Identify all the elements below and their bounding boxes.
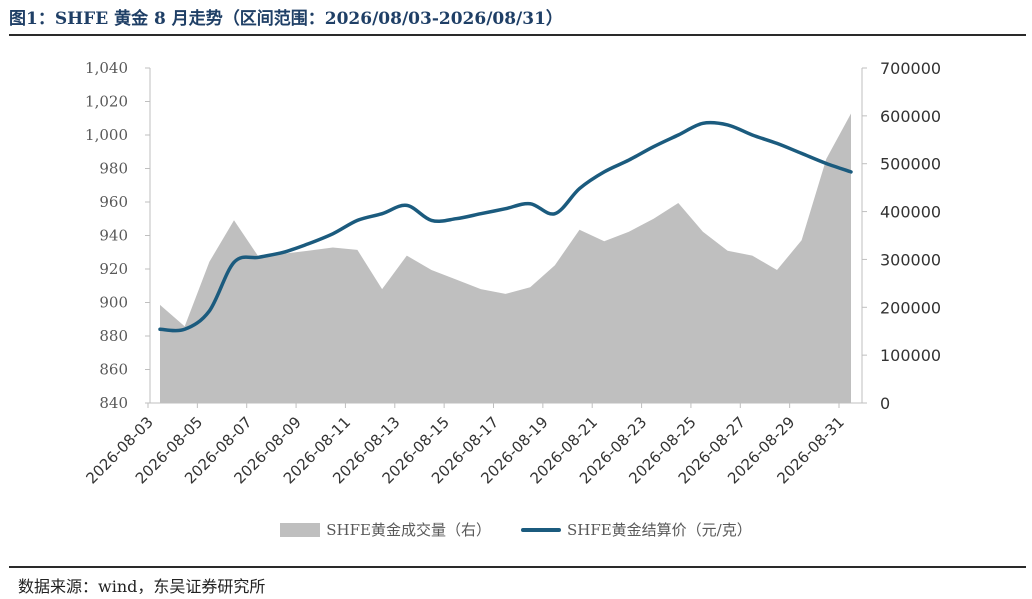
legend-item-volume: SHFE黄金成交量（右）	[280, 519, 491, 540]
chart: 840 860 880 900 920 940 960 980 1,000 1,020 1,040 0…	[82, 59, 941, 487]
right-tick-label: 0	[880, 394, 890, 413]
bottom-rule	[9, 566, 1026, 568]
left-tick-label: 920	[99, 260, 128, 278]
legend-swatch-price	[520, 527, 561, 532]
legend-item-price: SHFE黄金结算价（元/克）	[520, 519, 752, 540]
left-tick-label: 1,040	[85, 59, 128, 77]
left-tick-label: 980	[99, 160, 128, 178]
right-tick-label: 600000	[880, 107, 941, 126]
left-tick-label: 880	[99, 327, 128, 345]
legend-label-volume: SHFE黄金成交量（右）	[326, 521, 491, 539]
left-tick-label: 840	[99, 394, 128, 412]
left-tick-label: 960	[99, 193, 128, 211]
left-tick-label: 900	[99, 294, 128, 312]
right-tick-label: 100000	[880, 346, 941, 365]
right-tick-label: 300000	[880, 250, 941, 269]
top-rule	[9, 34, 1026, 36]
right-tick-label: 400000	[880, 203, 941, 222]
right-tick-label: 200000	[880, 298, 941, 317]
legend-label-price: SHFE黄金结算价（元/克）	[566, 521, 752, 539]
left-tick-label: 1,000	[85, 126, 128, 144]
right-tick-label: 700000	[880, 59, 941, 78]
source-note: 数据来源：wind，东吴证券研究所	[18, 577, 266, 596]
price-line	[158, 120, 853, 333]
chart-title: 图1：SHFE 黄金 8 月走势（区间范围：2026/08/03-2026/08…	[9, 9, 563, 29]
legend-swatch-volume	[280, 522, 321, 537]
legend: SHFE黄金成交量（右） SHFE黄金结算价（元/克）	[0, 519, 1032, 540]
left-tick-label: 1,020	[85, 93, 128, 111]
volume-area	[160, 113, 851, 403]
right-tick-label: 500000	[880, 155, 941, 174]
left-tick-label: 860	[99, 361, 128, 379]
left-tick-label: 940	[99, 227, 128, 245]
